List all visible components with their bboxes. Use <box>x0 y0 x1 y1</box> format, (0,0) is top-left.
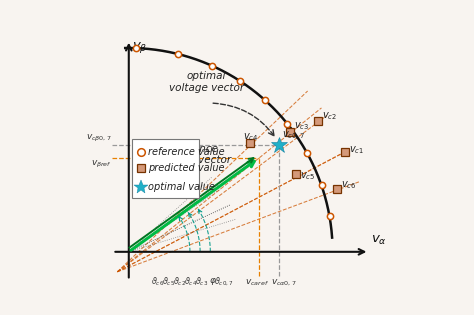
Text: $v_{caref}$: $v_{caref}$ <box>245 277 269 288</box>
Text: $\varphi$: $\varphi$ <box>210 276 217 287</box>
Text: $\vartheta_{c6}$: $\vartheta_{c6}$ <box>151 276 164 288</box>
Text: $v_{\beta ref}$: $v_{\beta ref}$ <box>91 159 111 170</box>
Text: $v_{c2}$: $v_{c2}$ <box>322 111 337 122</box>
Text: $v_\alpha$: $v_\alpha$ <box>371 234 387 247</box>
Text: $v_{c4}$: $v_{c4}$ <box>243 131 258 143</box>
FancyBboxPatch shape <box>132 139 199 198</box>
Text: $\vartheta_{c3}$: $\vartheta_{c3}$ <box>194 276 208 288</box>
Text: $v_{c0,7}$: $v_{c0,7}$ <box>282 130 305 143</box>
Text: $\vartheta_{c0,7}$: $\vartheta_{c0,7}$ <box>214 276 233 288</box>
Text: $\vartheta_{c5}$: $\vartheta_{c5}$ <box>162 276 175 288</box>
Text: predicted value: predicted value <box>148 163 225 173</box>
Text: $v_{c6}$: $v_{c6}$ <box>341 179 356 191</box>
Text: reference
voltage vector: reference voltage vector <box>156 144 232 165</box>
Text: $v_{c\beta0,7}$: $v_{c\beta0,7}$ <box>86 133 111 144</box>
Text: $v_\beta$: $v_\beta$ <box>132 40 147 55</box>
Text: optimal value: optimal value <box>148 181 215 192</box>
Text: reference value: reference value <box>148 147 225 157</box>
Text: $v_{c5}$: $v_{c5}$ <box>301 170 316 182</box>
Text: optimal
voltage vector: optimal voltage vector <box>169 71 244 93</box>
Text: $v_{c1}$: $v_{c1}$ <box>349 144 364 156</box>
Text: $\vartheta_{c4}$: $\vartheta_{c4}$ <box>184 276 198 288</box>
Text: $v_{c3}$: $v_{c3}$ <box>294 120 309 132</box>
Text: $\vartheta_{c2}$: $\vartheta_{c2}$ <box>173 276 186 288</box>
Text: $v_{c\alpha0,7}$: $v_{c\alpha0,7}$ <box>271 277 297 288</box>
